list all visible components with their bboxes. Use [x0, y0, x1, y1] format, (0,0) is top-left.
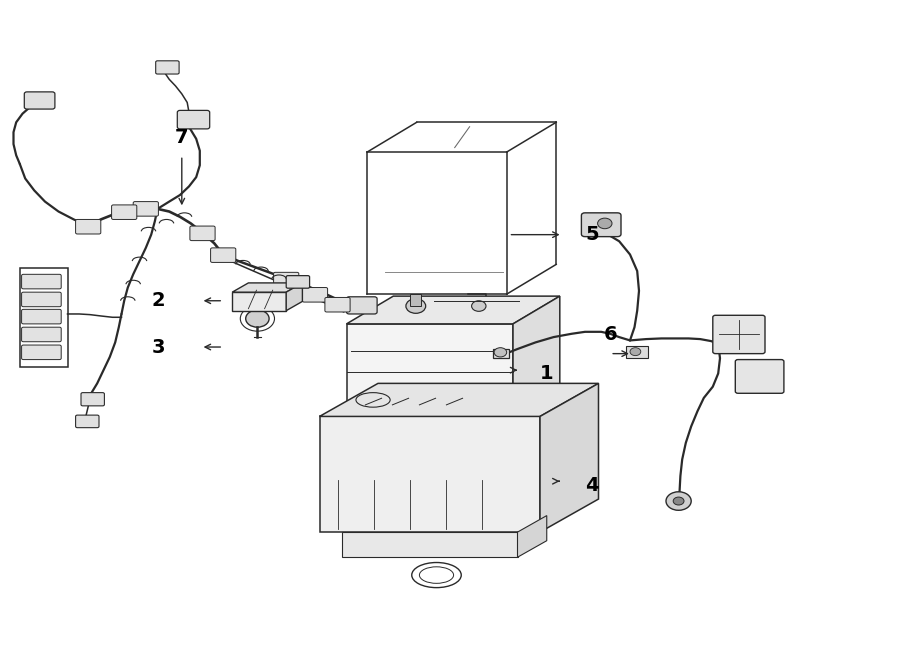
FancyBboxPatch shape: [302, 288, 328, 302]
Bar: [493, 349, 509, 358]
Text: 4: 4: [585, 477, 598, 495]
Polygon shape: [286, 283, 302, 311]
Circle shape: [630, 348, 641, 356]
Polygon shape: [513, 296, 560, 420]
Bar: [320, 416, 540, 532]
FancyBboxPatch shape: [81, 393, 104, 406]
Text: 7: 7: [175, 128, 189, 147]
Bar: [410, 294, 421, 306]
FancyBboxPatch shape: [22, 327, 61, 342]
FancyBboxPatch shape: [22, 345, 61, 360]
FancyBboxPatch shape: [22, 309, 61, 324]
Polygon shape: [232, 283, 302, 292]
FancyBboxPatch shape: [22, 292, 61, 307]
FancyBboxPatch shape: [22, 274, 61, 289]
Text: 6: 6: [603, 325, 617, 344]
Bar: [346, 324, 513, 420]
Circle shape: [666, 492, 691, 510]
Circle shape: [673, 497, 684, 505]
Text: 3: 3: [151, 338, 165, 356]
FancyBboxPatch shape: [713, 315, 765, 354]
FancyBboxPatch shape: [325, 297, 350, 312]
Polygon shape: [346, 296, 560, 324]
FancyBboxPatch shape: [346, 297, 377, 314]
Circle shape: [246, 310, 269, 327]
Text: 5: 5: [585, 225, 598, 244]
Bar: [232, 292, 286, 311]
FancyBboxPatch shape: [76, 219, 101, 234]
Polygon shape: [518, 516, 546, 557]
Circle shape: [598, 218, 612, 229]
FancyBboxPatch shape: [156, 61, 179, 74]
FancyBboxPatch shape: [112, 205, 137, 219]
FancyBboxPatch shape: [211, 248, 236, 262]
FancyBboxPatch shape: [133, 202, 158, 216]
Text: 1: 1: [540, 364, 554, 383]
FancyBboxPatch shape: [581, 213, 621, 237]
FancyBboxPatch shape: [190, 226, 215, 241]
Circle shape: [406, 299, 426, 313]
FancyBboxPatch shape: [177, 110, 210, 129]
FancyBboxPatch shape: [24, 92, 55, 109]
Bar: [342, 532, 518, 557]
Circle shape: [494, 348, 507, 357]
FancyBboxPatch shape: [286, 276, 310, 288]
Bar: [626, 346, 648, 358]
Polygon shape: [540, 383, 598, 532]
Text: 2: 2: [151, 292, 165, 310]
Circle shape: [472, 301, 486, 311]
FancyBboxPatch shape: [76, 415, 99, 428]
Polygon shape: [320, 383, 598, 416]
FancyBboxPatch shape: [735, 360, 784, 393]
FancyBboxPatch shape: [274, 272, 299, 287]
